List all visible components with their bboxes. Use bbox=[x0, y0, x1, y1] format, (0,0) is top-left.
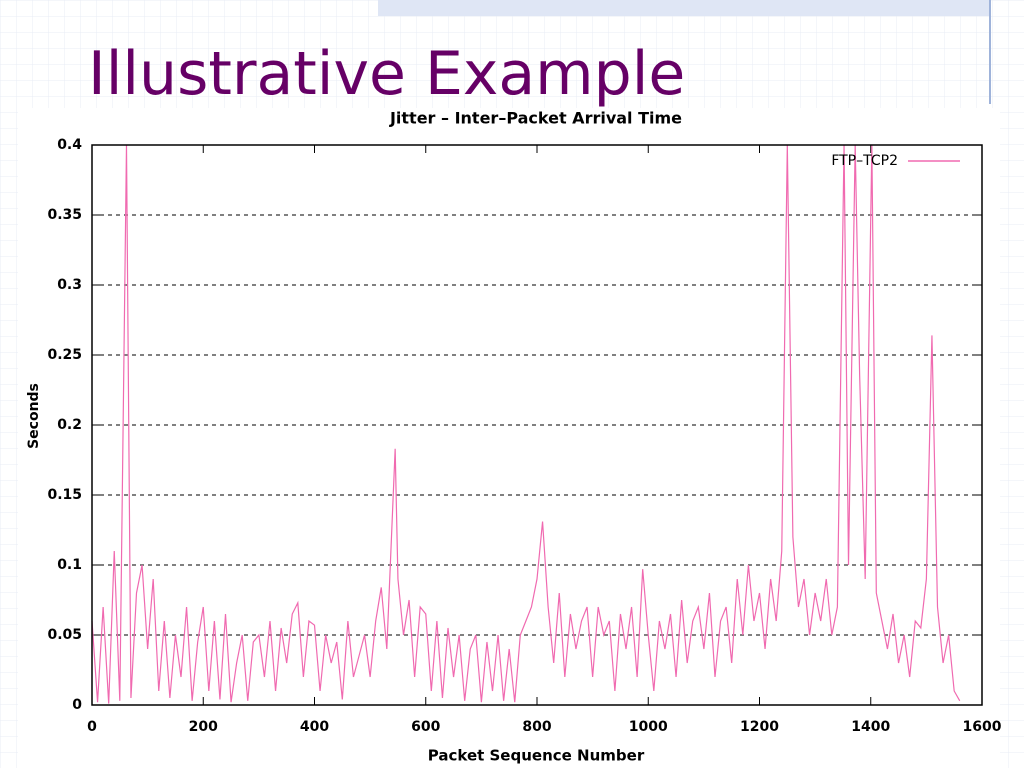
x-tick-label: 1000 bbox=[629, 719, 668, 735]
x-tick-label: 600 bbox=[411, 719, 440, 735]
y-tick-label: 0.25 bbox=[47, 347, 82, 363]
y-tick-label: 0.2 bbox=[57, 417, 82, 433]
x-tick-label: 200 bbox=[189, 719, 218, 735]
y-tick-label: 0.4 bbox=[57, 137, 82, 153]
y-tick-label: 0 bbox=[72, 697, 82, 713]
plot-border bbox=[91, 144, 983, 706]
y-tick-label: 0.3 bbox=[57, 277, 82, 293]
x-tick-label: 800 bbox=[522, 719, 551, 735]
legend-label: FTP–TCP2 bbox=[831, 153, 898, 169]
x-tick-label: 1600 bbox=[963, 719, 1002, 735]
y-tick-label: 0.05 bbox=[47, 627, 82, 643]
x-tick-label: 0 bbox=[87, 719, 97, 735]
x-tick-label: 1200 bbox=[740, 719, 779, 735]
chart-title: Jitter – Inter–Packet Arrival Time bbox=[389, 109, 682, 128]
x-tick-label: 1400 bbox=[851, 719, 890, 735]
slide-title: Illustrative Example bbox=[88, 39, 685, 109]
chart-background bbox=[18, 108, 1000, 768]
data-line bbox=[91, 144, 961, 704]
x-axis-label: Packet Sequence Number bbox=[428, 747, 645, 765]
decor-bar bbox=[378, 0, 990, 16]
y-tick-label: 0.35 bbox=[47, 207, 82, 223]
x-tick-label: 400 bbox=[300, 719, 329, 735]
plot: 0 0.05 0.1 0.15 0.2 0.25 0.3 0.35 0.4 0 200 400 600 8… bbox=[47, 137, 1001, 735]
y-tick-label: 0.15 bbox=[47, 487, 82, 503]
y-axis-label: Seconds bbox=[26, 383, 42, 449]
y-tick-label: 0.1 bbox=[57, 557, 82, 573]
